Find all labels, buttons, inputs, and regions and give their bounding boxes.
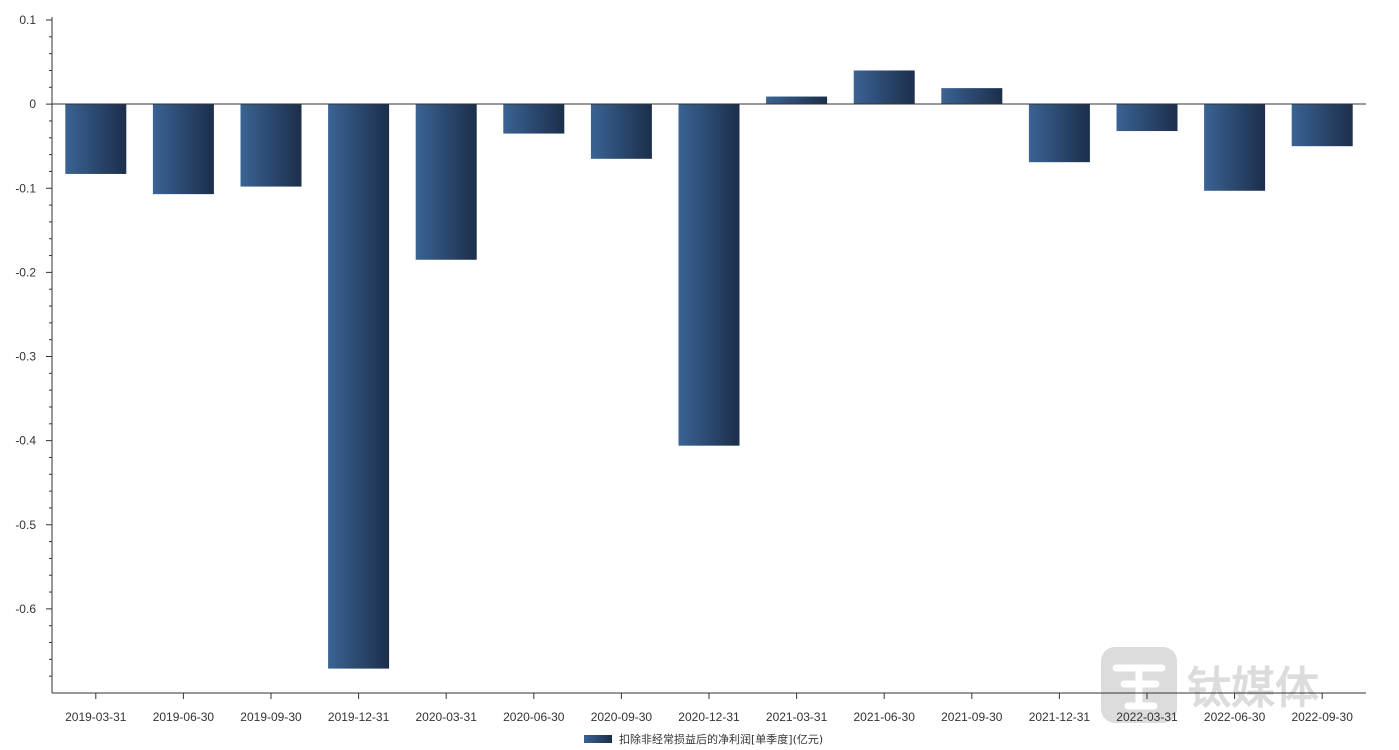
x-tick-label: 2021-06-30	[854, 710, 916, 724]
y-tick-label: -0.2	[15, 265, 36, 279]
tmtpost-logo-icon	[1101, 647, 1177, 723]
bar-2020-12-31	[678, 104, 740, 446]
bar-2021-12-31	[1028, 104, 1090, 163]
x-tick-label: 2020-06-30	[503, 710, 565, 724]
x-tick-label: 2021-03-31	[766, 710, 828, 724]
bar-2019-06-30	[152, 104, 214, 195]
watermark-text: 钛媒体	[1187, 663, 1319, 714]
y-axis: 0.1 0 -0.1 -0.2 -0.3 -0.4 -0.5 -0.6	[15, 13, 52, 616]
bar-2020-03-31	[415, 104, 477, 260]
bar-2022-03-31	[1116, 104, 1178, 132]
legend-label: 扣除非经常损益后的净利润[单季度](亿元)	[619, 732, 823, 746]
x-tick-label: 2019-09-30	[240, 710, 302, 724]
legend: 扣除非经常损益后的净利润[单季度](亿元)	[584, 732, 823, 746]
bar-2020-09-30	[590, 104, 652, 159]
bars	[65, 70, 1353, 669]
x-tick-label: 2019-12-31	[328, 710, 390, 724]
x-tick-label: 2020-03-31	[416, 710, 478, 724]
bar-2021-09-30	[941, 88, 1003, 105]
bar-2019-09-30	[240, 104, 302, 187]
y-tick-label: 0	[29, 97, 36, 111]
y-tick-label: 0.1	[19, 13, 36, 27]
y-tick-label: -0.3	[15, 350, 36, 364]
bar-2019-03-31	[65, 104, 127, 174]
watermark: 钛媒体	[1101, 647, 1319, 723]
x-tick-label: 2019-03-31	[65, 710, 127, 724]
x-tick-label: 2020-12-31	[678, 710, 740, 724]
y-tick-label: -0.5	[15, 518, 36, 532]
bar-2021-03-31	[766, 96, 828, 105]
x-tick-label: 2021-12-31	[1029, 710, 1091, 724]
y-tick-label: -0.1	[15, 181, 36, 195]
bar-2021-06-30	[853, 70, 915, 105]
x-tick-label: 2022-09-30	[1292, 710, 1354, 724]
legend-swatch	[584, 735, 612, 743]
x-tick-label: 2022-03-31	[1116, 710, 1178, 724]
y-tick-label: -0.6	[15, 602, 36, 616]
bar-2020-06-30	[503, 104, 565, 134]
y-tick-label: -0.4	[15, 434, 36, 448]
x-tick-label: 2021-09-30	[941, 710, 1003, 724]
x-tick-label: 2019-06-30	[153, 710, 215, 724]
x-axis: 2019-03-31 2019-06-30 2019-09-30 2019-12-31…	[65, 693, 1353, 724]
bar-2022-09-30	[1291, 104, 1353, 147]
bar-2022-06-30	[1204, 104, 1266, 191]
x-tick-label: 2020-09-30	[591, 710, 653, 724]
x-tick-label: 2022-06-30	[1204, 710, 1266, 724]
bar-2019-12-31	[328, 104, 390, 669]
